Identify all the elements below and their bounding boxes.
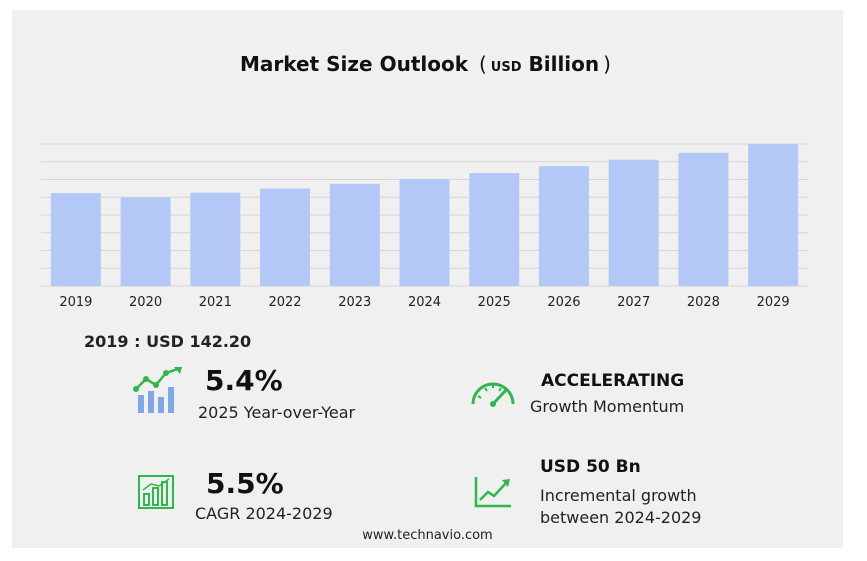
footer-website[interactable]: www.technavio.com	[362, 528, 493, 543]
yoy-label: 2025 Year-over-Year	[198, 403, 356, 422]
unit-open-paren: (	[478, 52, 487, 76]
x-tick-label: 2019	[59, 295, 92, 310]
growth-bars-icon	[132, 365, 184, 422]
speedometer-icon	[468, 374, 518, 415]
x-tick-label: 2028	[687, 295, 720, 310]
bar-chart: 2019 2020 2021 2022 2023 2024 2025 2026 2027 2028…	[41, 143, 808, 310]
momentum-label: Growth Momentum	[530, 397, 685, 416]
bar-2019	[50, 193, 101, 286]
bar-2026	[538, 166, 589, 286]
unit-close-paren: )	[603, 52, 611, 76]
bar-chart-icon	[137, 474, 175, 515]
bar-2027	[608, 159, 659, 286]
bar-2028	[678, 152, 729, 286]
incremental-label-line1: Incremental growth	[540, 486, 697, 505]
unit-currency: USD	[490, 60, 522, 75]
bar-2024	[399, 179, 450, 286]
x-tick-label: 2021	[199, 295, 232, 310]
base-year-value: 2019 : USD 142.20	[84, 332, 252, 351]
incremental-value: USD 50 Bn	[540, 457, 641, 477]
x-tick-label: 2026	[547, 295, 580, 310]
incremental-label-line2: between 2024-2029	[540, 508, 702, 527]
unit-word: Billion	[528, 52, 600, 76]
cagr-value: 5.5%	[206, 467, 284, 500]
x-tick-label: 2029	[757, 295, 790, 310]
bar-2025	[469, 173, 520, 286]
x-tick-label: 2027	[617, 295, 650, 310]
x-tick-label: 2025	[478, 295, 511, 310]
momentum-value: ACCELERATING	[541, 371, 685, 391]
yoy-value: 5.4%	[205, 364, 283, 397]
bar-2022	[260, 188, 311, 286]
x-tick-label: 2023	[338, 295, 371, 310]
bar-2023	[329, 183, 380, 286]
bar-2020	[120, 197, 171, 286]
bar-2029	[748, 144, 799, 286]
x-tick-label: 2022	[268, 295, 301, 310]
x-tick-label: 2020	[129, 295, 162, 310]
trend-line-icon	[473, 475, 513, 514]
x-tick-label: 2024	[408, 295, 441, 310]
chart-title: Market Size Outlook (USD Billion)	[12, 52, 843, 76]
bar-2021	[190, 192, 241, 286]
chart-title-text: Market Size Outlook	[240, 52, 469, 76]
infographic-card: Market Size Outlook (USD Billion) 2019 20…	[12, 10, 843, 548]
cagr-label: CAGR 2024-2029	[195, 504, 333, 523]
